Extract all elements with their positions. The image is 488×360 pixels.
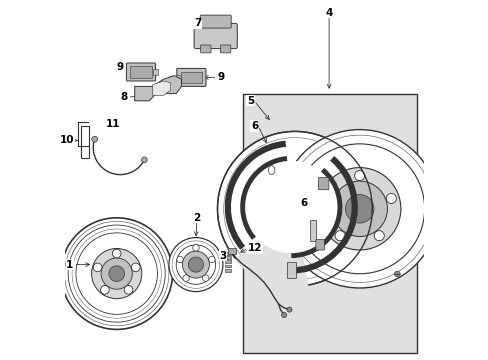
- Bar: [242, 94, 416, 353]
- Text: 3: 3: [219, 251, 226, 261]
- Circle shape: [394, 271, 399, 277]
- Circle shape: [61, 218, 172, 329]
- Circle shape: [334, 231, 345, 241]
- Text: 6: 6: [250, 121, 258, 131]
- Bar: [224, 252, 231, 255]
- Circle shape: [168, 238, 223, 292]
- Wedge shape: [234, 209, 308, 288]
- Circle shape: [109, 266, 124, 282]
- Text: 10: 10: [60, 135, 75, 145]
- Circle shape: [131, 263, 140, 272]
- Circle shape: [176, 256, 183, 263]
- Circle shape: [91, 248, 142, 299]
- Circle shape: [217, 131, 371, 286]
- FancyBboxPatch shape: [318, 177, 328, 190]
- FancyBboxPatch shape: [177, 68, 205, 86]
- Bar: [130, 66, 152, 78]
- Circle shape: [427, 231, 432, 237]
- Text: 4: 4: [325, 8, 332, 18]
- Circle shape: [318, 168, 400, 250]
- Circle shape: [202, 275, 208, 282]
- Circle shape: [183, 275, 189, 282]
- Bar: [224, 256, 231, 259]
- FancyBboxPatch shape: [200, 15, 231, 28]
- Circle shape: [354, 171, 364, 181]
- Circle shape: [93, 263, 102, 272]
- Polygon shape: [152, 81, 170, 95]
- Text: 9: 9: [117, 62, 123, 72]
- Text: 1: 1: [66, 260, 73, 270]
- Bar: [176, 75, 181, 80]
- Text: 5: 5: [246, 96, 254, 106]
- Circle shape: [188, 257, 203, 272]
- Bar: [224, 265, 231, 267]
- Text: 2: 2: [193, 213, 200, 223]
- Circle shape: [286, 307, 291, 312]
- Circle shape: [386, 193, 396, 203]
- Text: 7: 7: [194, 18, 201, 28]
- Bar: [224, 260, 231, 263]
- Text: 8: 8: [120, 92, 127, 102]
- Text: 12: 12: [247, 243, 262, 253]
- Circle shape: [427, 180, 432, 186]
- Circle shape: [345, 194, 373, 223]
- FancyBboxPatch shape: [200, 45, 211, 53]
- Circle shape: [192, 245, 199, 251]
- Polygon shape: [134, 76, 181, 101]
- Circle shape: [182, 251, 209, 278]
- FancyBboxPatch shape: [194, 23, 237, 49]
- Circle shape: [92, 136, 97, 142]
- Ellipse shape: [268, 166, 274, 175]
- FancyBboxPatch shape: [220, 45, 230, 53]
- Circle shape: [256, 170, 333, 248]
- Circle shape: [101, 285, 109, 294]
- Circle shape: [112, 249, 121, 258]
- Bar: [224, 269, 231, 272]
- Circle shape: [124, 285, 133, 294]
- Bar: [81, 126, 88, 158]
- Text: 11: 11: [105, 119, 120, 129]
- Circle shape: [281, 312, 286, 318]
- Circle shape: [244, 161, 337, 253]
- Bar: [228, 248, 235, 254]
- Text: 9: 9: [217, 72, 224, 82]
- Bar: [286, 262, 295, 278]
- Circle shape: [373, 231, 384, 241]
- Bar: [153, 69, 158, 75]
- Circle shape: [331, 181, 386, 237]
- Circle shape: [208, 256, 215, 263]
- Circle shape: [141, 157, 147, 163]
- FancyBboxPatch shape: [126, 63, 155, 81]
- Bar: [181, 72, 202, 83]
- Circle shape: [280, 130, 438, 288]
- Text: 6: 6: [300, 198, 307, 208]
- Circle shape: [101, 258, 132, 289]
- Circle shape: [281, 195, 308, 223]
- Bar: [309, 220, 316, 241]
- FancyBboxPatch shape: [315, 240, 324, 250]
- Circle shape: [323, 193, 332, 203]
